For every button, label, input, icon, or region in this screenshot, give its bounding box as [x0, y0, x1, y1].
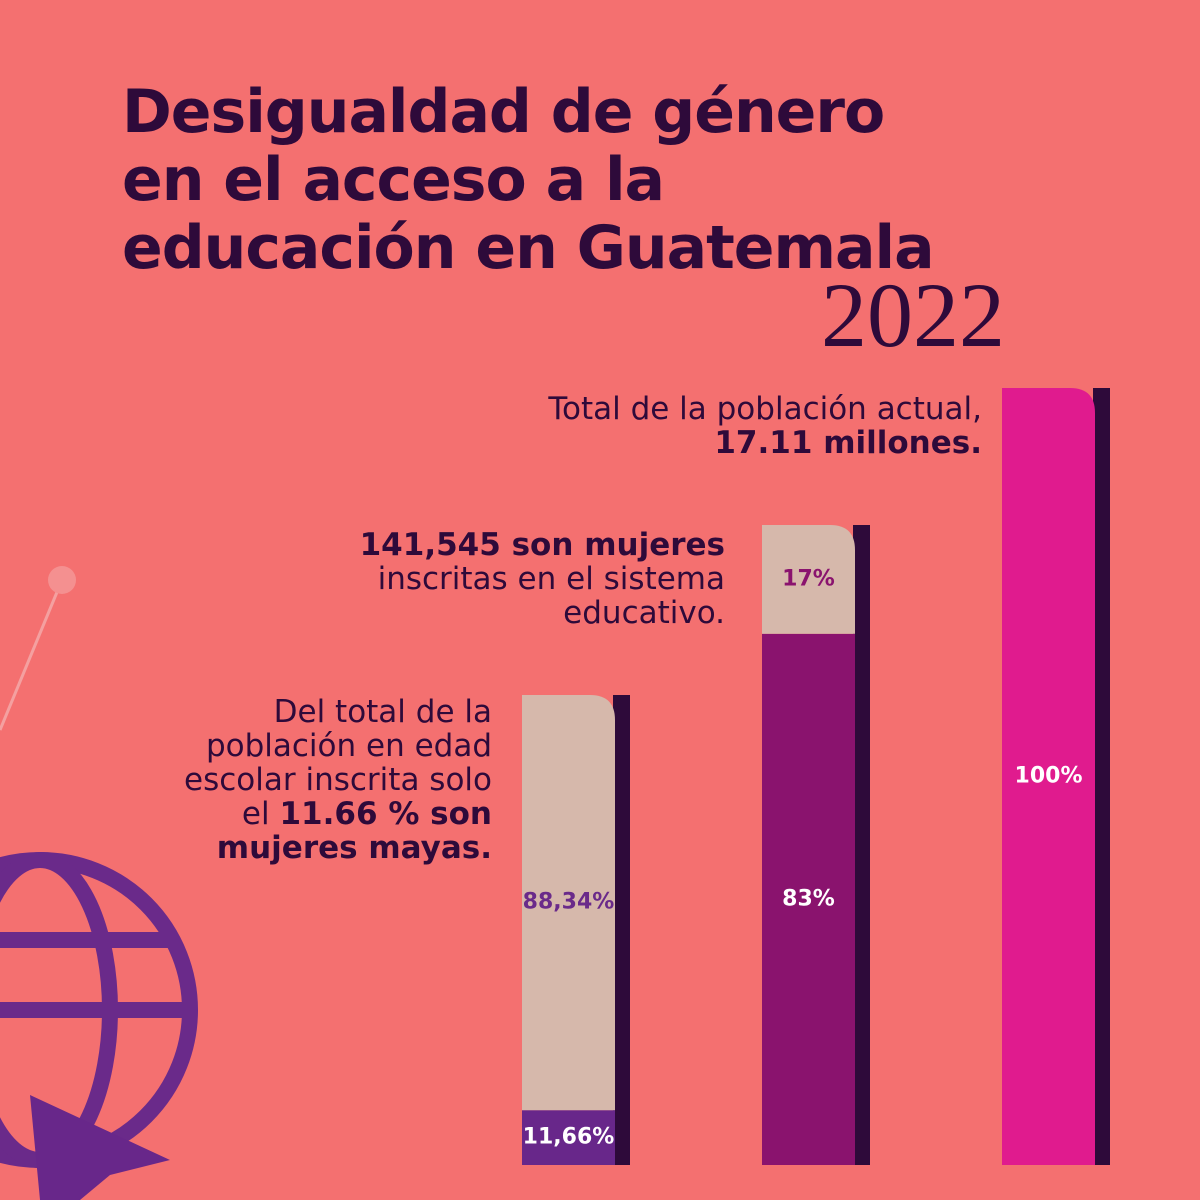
annotation-text: Del total de la población en edad escola… — [184, 694, 492, 832]
segment-label: 100% — [1015, 764, 1083, 789]
globe-decoration — [0, 852, 198, 1168]
annotation: Total de la población actual, 17.11 mill… — [462, 392, 982, 460]
bar-shadow — [853, 525, 870, 1165]
segment-label: 11,66% — [523, 1125, 615, 1150]
bar-shadow — [1093, 388, 1110, 1165]
bar-segment — [522, 1110, 615, 1165]
title-line: en el acceso a la — [122, 145, 665, 215]
pin-decoration — [0, 579, 64, 731]
segment-label: 88,34% — [523, 890, 615, 915]
title-line: educación en Guatemala — [122, 213, 935, 283]
bar-segment — [762, 633, 855, 1165]
annotation-bold: 11.66 % son mujeres mayas. — [216, 796, 492, 866]
annotation-text: inscritas en el sistema educativo. — [377, 561, 725, 631]
bar-shadow — [613, 695, 630, 1165]
title: Desigualdad de género en el acceso a la … — [122, 77, 935, 283]
segment-label: 83% — [782, 886, 835, 911]
annotation: Del total de la población en edad escola… — [162, 695, 492, 865]
annotation: 141,545 son mujeres inscritas en el sist… — [325, 528, 725, 630]
bar-segment — [1002, 388, 1095, 1165]
annotation-bold: 141,545 son mujeres — [359, 527, 725, 563]
year: 2022 — [821, 264, 1005, 366]
pin-head — [48, 566, 76, 594]
bar-segment — [762, 525, 855, 634]
title-line: Desigualdad de género — [122, 77, 885, 147]
annotation-bold: 17.11 millones. — [714, 425, 982, 461]
bar-segment — [522, 695, 615, 1111]
annotation-text: Total de la población actual, — [548, 391, 982, 427]
cursor-decoration — [30, 1095, 170, 1200]
segment-label: 17% — [782, 566, 835, 591]
